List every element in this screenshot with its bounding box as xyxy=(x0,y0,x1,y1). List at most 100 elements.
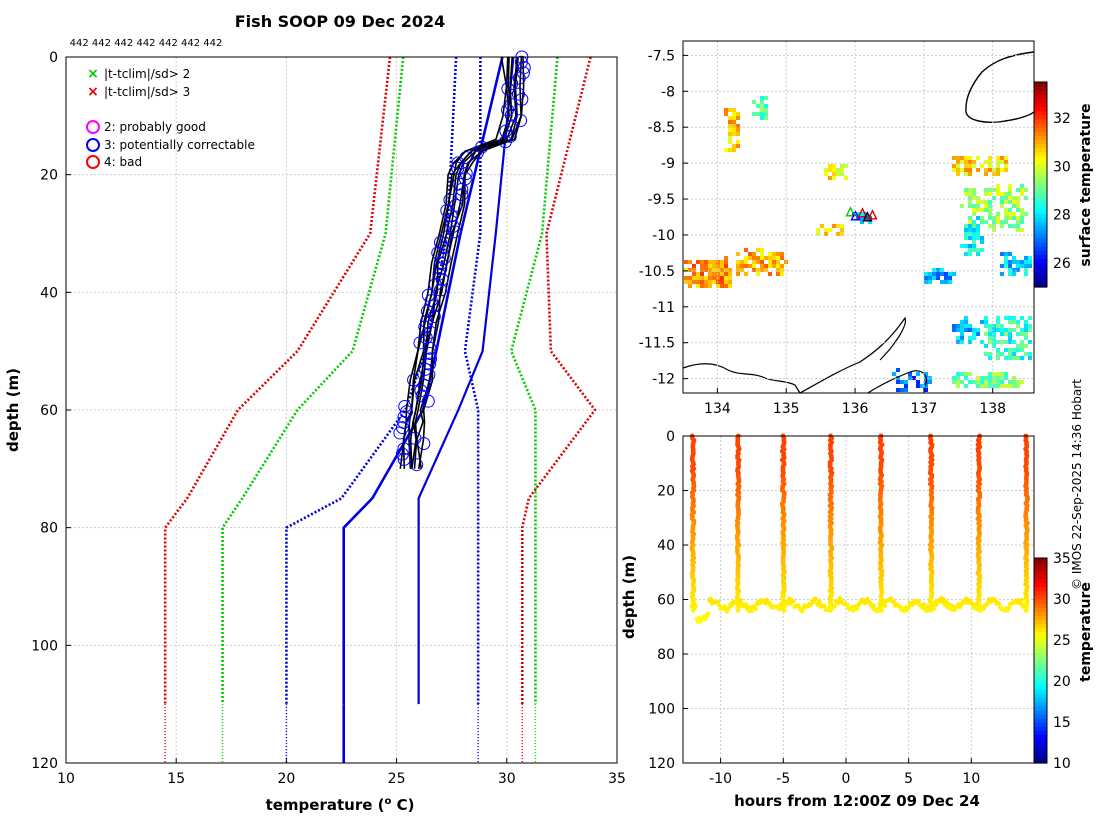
sst-pixel xyxy=(956,164,960,168)
profile-ytick-label: 120 xyxy=(31,756,58,772)
map-colorbar-segment xyxy=(1034,192,1047,198)
sst-pixel xyxy=(732,124,736,128)
sst-pixel xyxy=(728,148,732,152)
sst-pixel xyxy=(1004,208,1008,212)
sst-pixel xyxy=(976,208,980,212)
sst-pixel xyxy=(988,212,992,216)
sst-pixel xyxy=(856,212,860,216)
sst-pixel xyxy=(844,176,848,180)
sst-pixel xyxy=(724,276,728,280)
map-ytick-label: -10.5 xyxy=(639,264,675,280)
sst-pixel xyxy=(1020,344,1024,348)
sst-pixel xyxy=(1028,256,1032,260)
sst-pixel xyxy=(828,176,832,180)
sst-pixel xyxy=(1028,328,1032,332)
sst-pixel xyxy=(1016,224,1020,228)
temperature-section xyxy=(683,433,1034,764)
sst-pixel xyxy=(972,188,976,192)
sst-pixel xyxy=(988,384,992,388)
section-colorbar-frame xyxy=(1033,557,1048,764)
sst-pixel xyxy=(996,384,1000,388)
sst-pixel xyxy=(692,264,696,268)
map-colorbar-segment xyxy=(1034,217,1047,222)
sst-pixel xyxy=(1012,328,1016,332)
sst-pixel xyxy=(1008,320,1012,324)
sst-pixel xyxy=(968,380,972,384)
sst-pixel xyxy=(1016,228,1020,232)
map-colorbar-segment xyxy=(1034,184,1047,190)
sst-pixel xyxy=(772,252,776,256)
map-ytick-label: -8 xyxy=(661,84,675,100)
sst-map xyxy=(682,41,1035,394)
sst-pixel xyxy=(960,244,964,248)
sst-pixel xyxy=(972,232,976,236)
sst-pixel xyxy=(972,228,976,232)
sst-pixel xyxy=(952,168,956,172)
sst-pixel xyxy=(1020,316,1024,320)
sst-pixel xyxy=(1004,348,1008,352)
flag-circle xyxy=(435,272,449,286)
sst-pixel xyxy=(704,276,708,280)
sst-pixel xyxy=(1004,252,1008,256)
flag-circle xyxy=(417,437,431,451)
sst-pixel xyxy=(992,228,996,232)
sst-pixel xyxy=(956,168,960,172)
map-ytick-label: -10 xyxy=(652,228,675,244)
sst-pixel xyxy=(1020,264,1024,268)
section-colorbar-segment xyxy=(1034,730,1047,735)
sst-pixel xyxy=(824,168,828,172)
sst-pixel xyxy=(764,116,768,120)
sst-pixel xyxy=(1020,328,1024,332)
sst-pixel xyxy=(1008,384,1012,388)
section-colorbar: 10 15 20 25 30 35 xyxy=(1033,551,1071,772)
sst-pixel xyxy=(996,192,1000,196)
sst-pixel xyxy=(756,248,760,252)
section-colorbar-segment xyxy=(1034,681,1047,686)
sst-pixel xyxy=(980,340,984,344)
sst-pixel xyxy=(1000,156,1004,160)
sst-pixel xyxy=(736,128,740,132)
map-colorbar-segment xyxy=(1034,258,1047,263)
map-colorbar-segment xyxy=(1034,180,1047,186)
sst-pixel xyxy=(980,220,984,224)
clim-sd2_lower-line xyxy=(221,56,405,705)
sst-pixel xyxy=(832,176,836,180)
sst-pixel xyxy=(968,224,972,228)
map-colorbar-tick-label: 26 xyxy=(1053,256,1071,272)
map-colorbar-segment xyxy=(1034,139,1047,145)
sst-pixel xyxy=(1000,252,1004,256)
sst-pixel xyxy=(1004,164,1008,168)
track-marker xyxy=(857,207,868,218)
sst-pixel xyxy=(760,248,764,252)
sst-pixel xyxy=(776,252,780,256)
bottom-point xyxy=(1018,601,1023,606)
sst-pixel xyxy=(980,384,984,388)
sst-pixel xyxy=(1016,268,1020,272)
sst-pixel xyxy=(732,128,736,132)
section-xtick-label: -10 xyxy=(709,771,732,787)
sst-pixel xyxy=(1004,316,1008,320)
sst-pixel xyxy=(964,228,968,232)
bottom-point xyxy=(882,603,888,609)
coastline-islands xyxy=(867,370,927,394)
legend-symbol-flag2 xyxy=(86,120,100,134)
sst-pixel xyxy=(1028,324,1032,328)
map-colorbar-tick-label: 30 xyxy=(1053,159,1071,175)
sst-pixel xyxy=(916,380,920,384)
bottom-point xyxy=(791,598,796,604)
sst-pixel xyxy=(984,204,988,208)
map-colorbar-tick-label: 32 xyxy=(1053,111,1071,127)
section-colorbar-tick-label: 30 xyxy=(1053,592,1071,608)
profile-xtick-label: 15 xyxy=(167,771,185,787)
sst-pixel xyxy=(864,212,868,216)
sst-pixel xyxy=(740,264,744,268)
sst-pixel xyxy=(1000,192,1004,196)
sst-pixel xyxy=(756,104,760,108)
sst-pixel xyxy=(984,332,988,336)
sst-pixel xyxy=(1000,160,1004,164)
sst-pixel xyxy=(1012,216,1016,220)
sst-pixel xyxy=(980,240,984,244)
sst-pixel xyxy=(760,112,764,116)
figure-title: Fish SOOP 09 Dec 2024 xyxy=(235,12,445,31)
clim-sd1_upper-line xyxy=(463,57,482,705)
